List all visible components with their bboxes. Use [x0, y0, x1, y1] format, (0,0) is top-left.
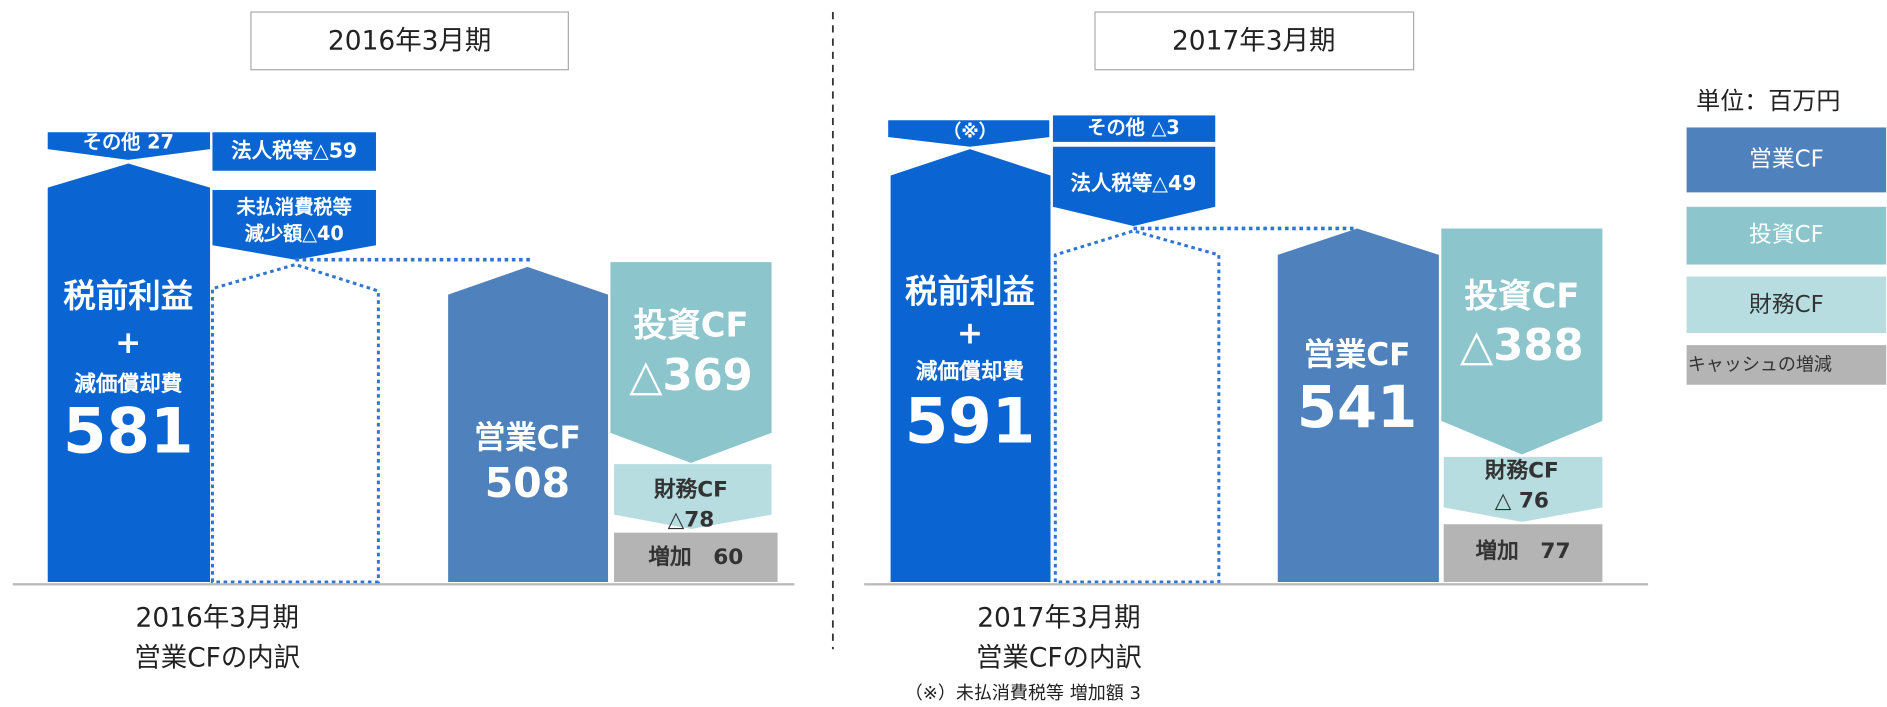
legend-swatch [1686, 127, 1887, 193]
legend-swatch [1686, 276, 1887, 334]
value: △ 76 [1495, 488, 1549, 513]
investing-box [1441, 228, 1603, 455]
value: △78 [668, 508, 715, 533]
label: 税前利益 [905, 272, 1035, 310]
value: 591 [905, 385, 1036, 458]
tax-box [212, 132, 376, 171]
label: 法人税等△59 [231, 139, 357, 163]
financing-box [1443, 456, 1603, 522]
label: 営業CF [474, 420, 581, 456]
label: 増加 60 [648, 544, 743, 570]
label: 営業CF [1304, 337, 1411, 373]
investing-box [610, 262, 772, 463]
caption: 営業CFの内訳 [976, 642, 1142, 673]
label: 財務CF [654, 477, 728, 503]
label: 財務CF [1485, 457, 1559, 483]
caption: 2016年3月期 [136, 603, 299, 634]
label: その他 27 [83, 131, 174, 154]
header-box [250, 11, 569, 71]
label: + [957, 315, 983, 351]
header: 2017年3月期 [1172, 26, 1335, 57]
value: △388 [1460, 321, 1584, 371]
legend-label: 投資CF [1749, 222, 1824, 248]
banner [888, 120, 1050, 147]
header: 2016年3月期 [328, 26, 491, 57]
header-box [1094, 11, 1415, 71]
caption: 営業CFの内訳 [134, 642, 300, 673]
unit: 単位：百万円 [1696, 87, 1840, 115]
banner [47, 132, 211, 160]
legend-label: 財務CF [1749, 292, 1824, 318]
tax-box [1052, 146, 1216, 227]
other-box [1052, 115, 1216, 142]
tax-box [212, 189, 376, 260]
operating-bar [1277, 228, 1439, 582]
footnote: （※）未払消費税等 増加額 3 [905, 683, 1141, 704]
pretax-bar [890, 149, 1051, 582]
value: △369 [629, 351, 753, 401]
outline [210, 262, 380, 584]
label: （※） [943, 121, 997, 142]
label: 法人税等△49 [1071, 171, 1197, 195]
value: 581 [63, 394, 194, 467]
operating-bar [448, 266, 609, 582]
pretax-bar [47, 163, 211, 582]
label: 減価償却費 [916, 360, 1025, 385]
caption: 2017年3月期 [977, 603, 1140, 634]
label: 投資CF [1464, 277, 1579, 316]
label: 投資CF [633, 306, 748, 345]
label: 減価償却費 [74, 372, 183, 397]
label: 税前利益 [63, 277, 193, 315]
outline [1053, 229, 1221, 584]
value: 508 [485, 459, 570, 507]
legend-label: キャッシュの増減 [1688, 355, 1832, 376]
increase-box [1443, 524, 1603, 582]
legend-swatch [1686, 345, 1887, 385]
label: + [115, 325, 141, 361]
legend-swatch [1686, 206, 1887, 265]
label: 減少額△40 [245, 222, 344, 245]
label: 未払消費税等 [236, 196, 352, 219]
value: 541 [1297, 373, 1417, 441]
label: 増加 77 [1476, 538, 1571, 564]
increase-box [614, 532, 778, 582]
financing-box [614, 464, 772, 530]
label: その他 △3 [1087, 116, 1180, 139]
legend-label: 営業CF [1749, 146, 1824, 172]
